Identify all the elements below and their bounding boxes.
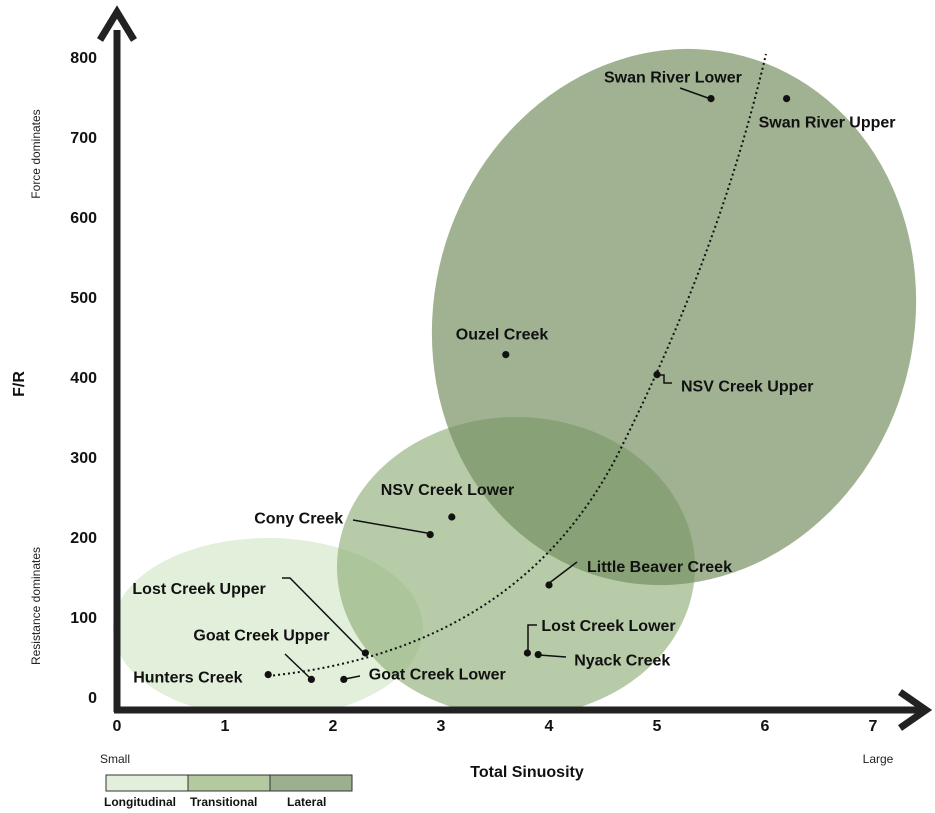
y-tick-label-300: 300 (70, 450, 97, 467)
x-tick-label-6: 6 (761, 718, 770, 735)
x-tick-label-5: 5 (653, 718, 662, 735)
x-end-label-large: Large (863, 752, 894, 766)
point-label-goat-creek-upper: Goat Creek Upper (193, 627, 329, 644)
leader-goat-creek-lower (344, 675, 361, 680)
point-label-lost-creek-lower: Lost Creek Lower (541, 618, 675, 635)
leader-little-beaver-creek (547, 561, 578, 585)
data-points (264, 95, 791, 684)
legend-label-longitudinal: Longitudinal (104, 795, 176, 809)
point-label-little-beaver-creek: Little Beaver Creek (587, 559, 732, 576)
x-axis-arrowhead (898, 689, 933, 731)
leader-swan-river-lower (679, 87, 709, 99)
point-label-nsv-creek-upper: NSV Creek Upper (681, 379, 814, 396)
data-point-goat-creek-lower (340, 675, 348, 684)
point-label-swan-river-upper: Swan River Upper (759, 115, 896, 132)
y-tick-labels: 0 100 200 300 400 500 600 700 800 (70, 50, 97, 707)
leader-goat-creek-upper (284, 653, 311, 679)
point-label-nsv-creek-lower: NSV Creek Lower (381, 482, 514, 499)
y-tick-label-400: 400 (70, 370, 97, 387)
x-axis-title: Total Sinuosity (470, 764, 584, 781)
y-side-label-resistance: Resistance dominates (29, 547, 43, 665)
legend-label-transitional: Transitional (190, 795, 257, 809)
data-point-nsv-creek-upper (653, 371, 661, 379)
point-label-goat-creek-lower: Goat Creek Lower (369, 666, 506, 683)
axes (97, 5, 933, 731)
leader-lost-creek-lower (527, 624, 537, 651)
x-tick-labels: 0 1 2 3 4 5 6 7 (113, 718, 878, 735)
data-point-little-beaver-creek (545, 581, 553, 589)
data-point-swan-river-lower (707, 95, 715, 103)
point-label-swan-river-lower: Swan River Lower (604, 70, 742, 87)
y-axis-title: F/R (11, 371, 28, 397)
legend: Longitudinal Transitional Lateral (104, 774, 353, 809)
y-side-label-force: Force dominates (29, 109, 43, 198)
x-end-label-small: Small (100, 752, 130, 766)
leader-lost-creek-upper (282, 577, 364, 653)
leader-nyack-creek (538, 654, 567, 658)
x-tick-label-3: 3 (437, 718, 446, 735)
trend-line (267, 53, 767, 677)
y-tick-label-200: 200 (70, 530, 97, 547)
data-point-nyack-creek (534, 651, 542, 659)
legend-swatch-transitional (187, 774, 271, 792)
point-label-lost-creek-upper: Lost Creek Upper (132, 581, 265, 598)
data-point-labels: Swan River Lower Swan River Upper Ouzel Cr… (132, 70, 895, 687)
data-point-goat-creek-upper (307, 675, 315, 684)
legend-swatch-lateral (269, 774, 353, 792)
legend-label-lateral: Lateral (287, 795, 326, 809)
data-point-cony-creek (426, 531, 434, 539)
data-point-lost-creek-upper (361, 649, 369, 657)
point-label-cony-creek: Cony Creek (254, 511, 343, 528)
point-label-ouzel-creek: Ouzel Creek (456, 327, 549, 344)
data-point-hunters-creek (264, 671, 272, 679)
x-tick-label-2: 2 (329, 718, 338, 735)
y-tick-label-600: 600 (70, 210, 97, 227)
data-point-nsv-creek-lower (448, 513, 456, 521)
x-tick-label-0: 0 (113, 718, 122, 735)
y-tick-label-0: 0 (88, 690, 97, 707)
x-tick-label-7: 7 (869, 718, 878, 735)
point-label-hunters-creek: Hunters Creek (133, 670, 242, 687)
region-ellipses (113, 48, 917, 710)
y-tick-label-700: 700 (70, 130, 97, 147)
leader-cony-creek (352, 519, 428, 534)
label-leader-lines (282, 87, 709, 680)
data-point-ouzel-creek (502, 351, 510, 359)
point-label-nyack-creek: Nyack Creek (574, 653, 670, 670)
y-tick-label-100: 100 (70, 610, 97, 627)
data-point-lost-creek-lower (523, 649, 532, 657)
x-tick-label-4: 4 (545, 718, 554, 735)
y-tick-label-800: 800 (70, 50, 97, 67)
region-lateral (431, 48, 917, 586)
legend-swatch-longitudinal (105, 774, 189, 792)
y-tick-label-500: 500 (70, 290, 97, 307)
x-tick-label-1: 1 (221, 718, 230, 735)
y-axis-arrowhead (97, 5, 137, 42)
data-point-swan-river-upper (783, 95, 791, 103)
